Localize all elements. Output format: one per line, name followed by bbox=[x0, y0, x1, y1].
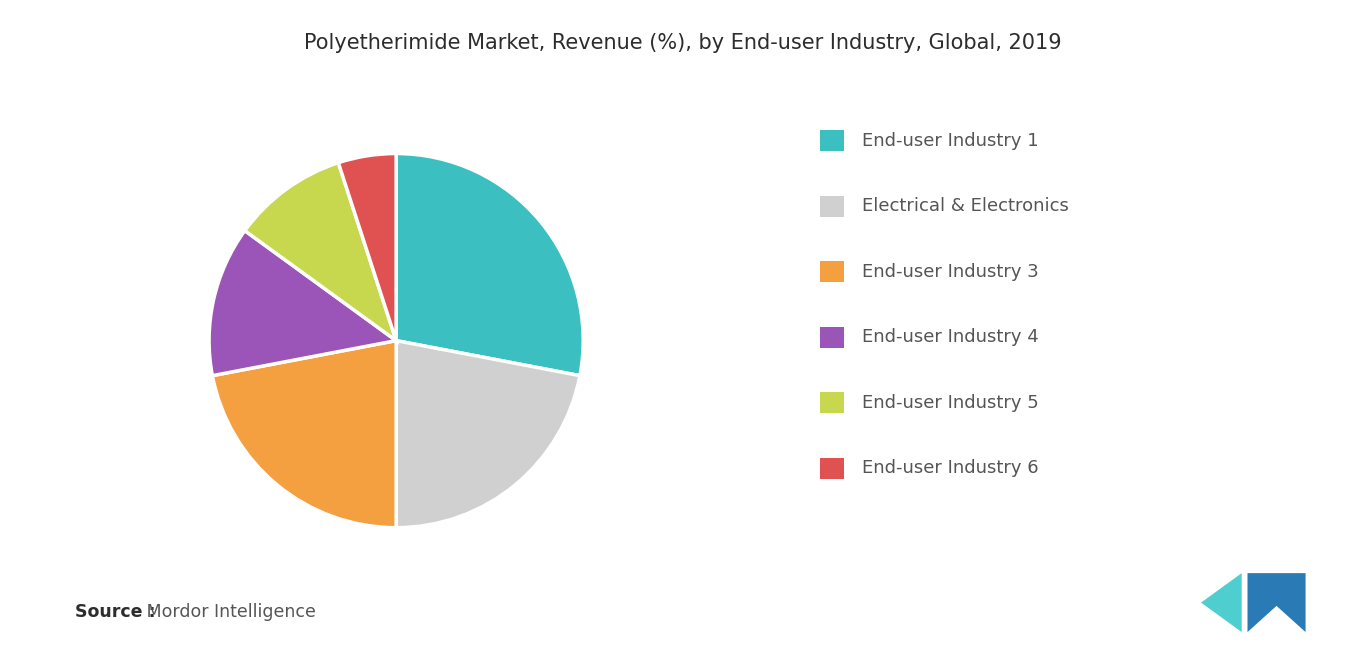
Text: Polyetherimide Market, Revenue (%), by End-user Industry, Global, 2019: Polyetherimide Market, Revenue (%), by E… bbox=[305, 33, 1061, 53]
Text: Source :: Source : bbox=[75, 603, 156, 621]
Wedge shape bbox=[339, 153, 396, 341]
Text: End-user Industry 3: End-user Industry 3 bbox=[862, 263, 1038, 281]
Text: Electrical & Electronics: Electrical & Electronics bbox=[862, 197, 1068, 215]
Wedge shape bbox=[209, 231, 396, 376]
Text: End-user Industry 6: End-user Industry 6 bbox=[862, 459, 1038, 477]
Wedge shape bbox=[396, 153, 583, 376]
Text: End-user Industry 4: End-user Industry 4 bbox=[862, 328, 1038, 346]
Wedge shape bbox=[396, 341, 581, 528]
Wedge shape bbox=[212, 341, 396, 528]
Text: Mordor Intelligence: Mordor Intelligence bbox=[141, 603, 316, 621]
Wedge shape bbox=[245, 162, 396, 341]
Text: End-user Industry 5: End-user Industry 5 bbox=[862, 394, 1038, 412]
Text: End-user Industry 1: End-user Industry 1 bbox=[862, 132, 1038, 150]
Polygon shape bbox=[1247, 573, 1306, 632]
Polygon shape bbox=[1201, 573, 1242, 632]
